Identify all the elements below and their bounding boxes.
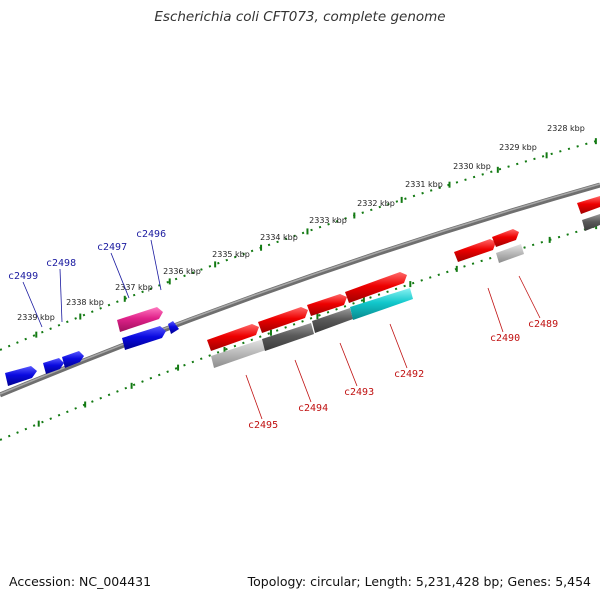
- kbp-label: 2329 kbp: [499, 143, 537, 152]
- topology-label: Topology: circular; Length: 5,231,428 bp…: [247, 574, 591, 589]
- map-title: Escherichia coli CFT073, complete genome: [154, 9, 446, 25]
- gene-arrow[interactable]: [168, 321, 179, 334]
- gene-label-c2494[interactable]: c2494: [298, 403, 328, 414]
- gene-label-c2499[interactable]: c2499: [8, 271, 38, 282]
- genome-backbone-highlight: [0, 183, 600, 395]
- gene-arrow[interactable]: [307, 294, 347, 316]
- kbp-label: 2334 kbp: [260, 233, 298, 242]
- gene-label-c2492[interactable]: c2492: [394, 369, 424, 380]
- gene-arrow[interactable]: [211, 339, 266, 368]
- forward-leader-lines: [22, 239, 162, 328]
- reverse-genes-inner: [211, 214, 600, 368]
- gene-label-c2490[interactable]: c2490: [490, 333, 520, 344]
- gene-arrow[interactable]: [582, 214, 600, 231]
- gene-labels: c2499 c2498 c2497 c2496 c2495 c2494 c2493 c2492…: [8, 229, 558, 431]
- forward-genes: [5, 307, 179, 386]
- gene-arrow[interactable]: [122, 326, 166, 350]
- reverse-genes-outer: [207, 196, 600, 351]
- gene-label-c2493[interactable]: c2493: [344, 387, 374, 398]
- gene-arrow[interactable]: [258, 307, 308, 333]
- gene-arrow[interactable]: [496, 244, 524, 263]
- gene-label-c2496[interactable]: c2496: [136, 229, 166, 240]
- kbp-label: 2339 kbp: [17, 313, 55, 322]
- kbp-label: 2332 kbp: [357, 199, 395, 208]
- kbp-label: 2337 kbp: [115, 283, 153, 292]
- kbp-label: 2328 kbp: [547, 124, 585, 133]
- gene-arrow[interactable]: [345, 272, 407, 303]
- kbp-label: 2335 kbp: [212, 250, 250, 259]
- kbp-ticks: [35, 138, 598, 427]
- kbp-label: 2333 kbp: [309, 216, 347, 225]
- gene-label-c2498[interactable]: c2498: [46, 258, 76, 269]
- gene-arrow[interactable]: [5, 366, 37, 386]
- gene-label-c2497[interactable]: c2497: [97, 242, 127, 253]
- accession-label: Accession: NC_004431: [9, 574, 152, 589]
- genome-backbone: [0, 182, 600, 398]
- kbp-labels: 2328 kbp 2329 kbp 2330 kbp 2331 kbp 2332 kbp…: [17, 124, 585, 322]
- kbp-label: 2338 kbp: [66, 298, 104, 307]
- kbp-label: 2331 kbp: [405, 180, 443, 189]
- gene-arrow[interactable]: [454, 239, 496, 262]
- gene-arrow[interactable]: [350, 288, 413, 320]
- gene-label-c2495[interactable]: c2495: [248, 420, 278, 431]
- kbp-label: 2336 kbp: [163, 267, 201, 276]
- reverse-leader-lines: [245, 275, 541, 420]
- gene-arrow[interactable]: [312, 308, 353, 333]
- kbp-label: 2330 kbp: [453, 162, 491, 171]
- gene-label-c2489[interactable]: c2489: [528, 319, 558, 330]
- gene-arrow[interactable]: [262, 323, 314, 351]
- gene-arrow[interactable]: [207, 324, 259, 351]
- gene-arrow[interactable]: [117, 307, 163, 332]
- gene-arrow[interactable]: [577, 196, 600, 214]
- gene-arrow[interactable]: [492, 229, 519, 247]
- gene-arrow[interactable]: [62, 351, 84, 368]
- gene-arrow[interactable]: [43, 358, 64, 374]
